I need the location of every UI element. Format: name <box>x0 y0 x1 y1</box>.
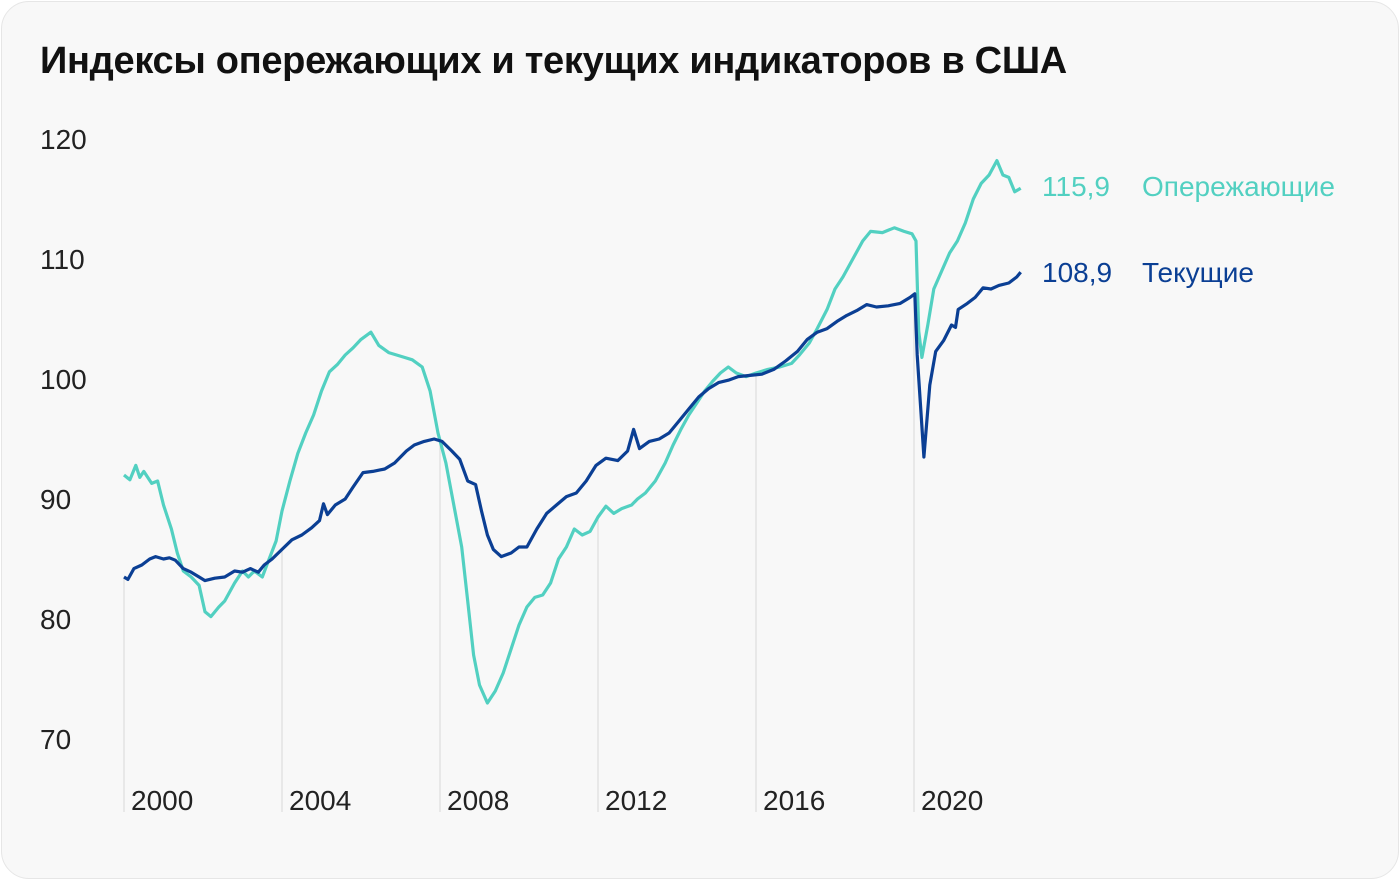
x-tick-label: 2020 <box>921 785 983 816</box>
y-tick-label: 100 <box>40 364 87 395</box>
legend-label: Текущие <box>1142 257 1254 288</box>
series-end-value: 115,9 <box>1042 171 1110 202</box>
y-tick-label: 80 <box>40 604 71 635</box>
x-tick-label: 2012 <box>605 785 667 816</box>
y-tick-label: 70 <box>40 724 71 755</box>
y-tick-label: 90 <box>40 484 71 515</box>
chart-title: Индексы опережающих и текущих индикаторо… <box>40 40 1067 82</box>
legend-label: Опережающие <box>1142 171 1335 202</box>
series-end-value: 108,9 <box>1042 257 1112 288</box>
series-line-leading <box>122 159 1022 705</box>
y-tick-label: 110 <box>40 244 85 275</box>
series-line-coincident <box>123 271 1022 583</box>
y-tick-label: 120 <box>40 124 87 155</box>
x-tick-label: 2000 <box>131 785 193 816</box>
x-tick-label: 2016 <box>763 785 825 816</box>
x-tick-label: 2004 <box>289 785 351 816</box>
x-tick-label: 2008 <box>447 785 509 816</box>
